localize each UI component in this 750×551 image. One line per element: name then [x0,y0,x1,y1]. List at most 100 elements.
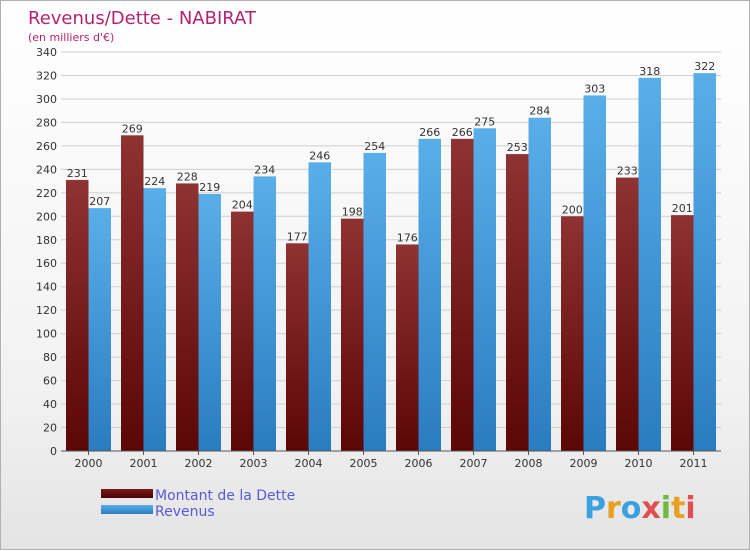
y-tick-label: 60 [43,375,57,388]
bar-revenus [473,128,496,451]
bar-revenus [583,95,606,451]
data-label: 246 [309,149,330,162]
x-tick-label: 2008 [515,457,543,470]
y-tick-label: 80 [43,351,57,364]
bar-dette [561,216,584,451]
logo-letter: o [621,491,642,526]
bar-revenus [308,162,331,451]
y-tick-label: 320 [36,69,57,82]
data-label: 303 [584,82,605,95]
x-tick-label: 2001 [130,457,158,470]
bar-revenus [638,77,661,451]
gridlines [61,51,721,452]
y-tick-label: 140 [36,281,57,294]
bar-dette [286,243,309,451]
data-label: 224 [144,175,165,188]
bar-dette [121,135,144,451]
logo-letter: x [641,491,660,526]
proxiti-logo: Proxiti [584,491,696,526]
bar-revenus [418,138,441,451]
x-tick-label: 2009 [570,457,598,470]
y-tick-label: 220 [36,187,57,200]
y-tick-label: 0 [50,445,57,458]
logo-letter: i [661,491,671,526]
data-label: 254 [364,140,385,153]
y-tick-label: 340 [36,46,57,59]
y-tick-label: 40 [43,398,57,411]
data-label: 269 [122,122,143,135]
bar-dette [396,244,419,451]
y-axis-ticks: 0 20 40 60 80 100 120 140 160 180 200 220 240 260 280 3… [36,46,57,458]
y-tick-label: 180 [36,234,57,247]
data-label: 219 [199,181,220,194]
bar-revenus [198,193,221,451]
data-label: 318 [639,65,660,78]
logo-letter: i [685,491,695,526]
bar-dette [231,211,254,451]
x-tick-label: 2006 [405,457,433,470]
x-axis-ticks: 2000 2001 2002 2003 2004 2005 2006 2007 2008 2009… [75,451,708,470]
y-tick-label: 260 [36,140,57,153]
bar-revenus [253,176,276,452]
y-tick-label: 280 [36,116,57,129]
bar-dette [341,218,364,451]
bar-dette [616,177,639,452]
x-tick-label: 2010 [625,457,653,470]
chart-subtitle: (en milliers d'€) [28,31,114,44]
y-tick-label: 200 [36,210,57,223]
chart-title: Revenus/Dette - NABIRAT [28,8,257,29]
x-tick-label: 2003 [240,457,268,470]
data-label: 200 [562,203,583,216]
data-label: 253 [507,141,528,154]
y-tick-label: 100 [36,328,57,341]
logo-letter: P [584,491,606,526]
bar-dette [176,183,199,451]
legend-swatch-revenus [101,505,153,514]
data-label: 284 [529,105,550,118]
bar-dette [66,179,89,451]
bar-dette [506,154,529,452]
y-tick-label: 300 [36,93,57,106]
bar-dette [451,138,474,451]
data-label: 201 [672,202,693,215]
bar-revenus [143,188,166,452]
data-label: 233 [617,165,638,178]
x-tick-label: 2011 [680,457,708,470]
y-tick-label: 120 [36,304,57,317]
bar-revenus [88,208,111,451]
legend-label-revenus: Revenus [155,504,215,520]
legend-swatch-debt [101,489,153,498]
y-tick-label: 240 [36,163,57,176]
data-label: 177 [287,230,308,243]
data-label: 322 [694,60,715,73]
data-label: 176 [397,231,418,244]
bar-revenus [528,117,551,451]
data-label: 204 [232,199,253,212]
data-label: 228 [177,170,198,183]
x-tick-label: 2000 [75,457,103,470]
data-label: 234 [254,163,275,176]
logo-letter: r [606,491,621,526]
x-tick-label: 2005 [350,457,378,470]
bars [66,73,716,452]
data-label: 266 [419,126,440,139]
bar-revenus [693,73,716,451]
x-tick-label: 2004 [295,457,323,470]
legend: Montant de la Dette Revenus [101,488,295,520]
bar-dette [671,215,694,451]
y-tick-label: 160 [36,257,57,270]
data-label: 275 [474,115,495,128]
x-tick-label: 2007 [460,457,488,470]
x-tick-label: 2002 [185,457,213,470]
logo-letter: t [671,491,685,526]
bar-revenus [363,152,386,451]
data-label: 231 [67,167,88,180]
data-label: 198 [342,206,363,219]
data-label: 266 [452,126,473,139]
legend-label-debt: Montant de la Dette [155,488,295,504]
y-tick-label: 20 [43,422,57,435]
data-label: 207 [89,195,110,208]
